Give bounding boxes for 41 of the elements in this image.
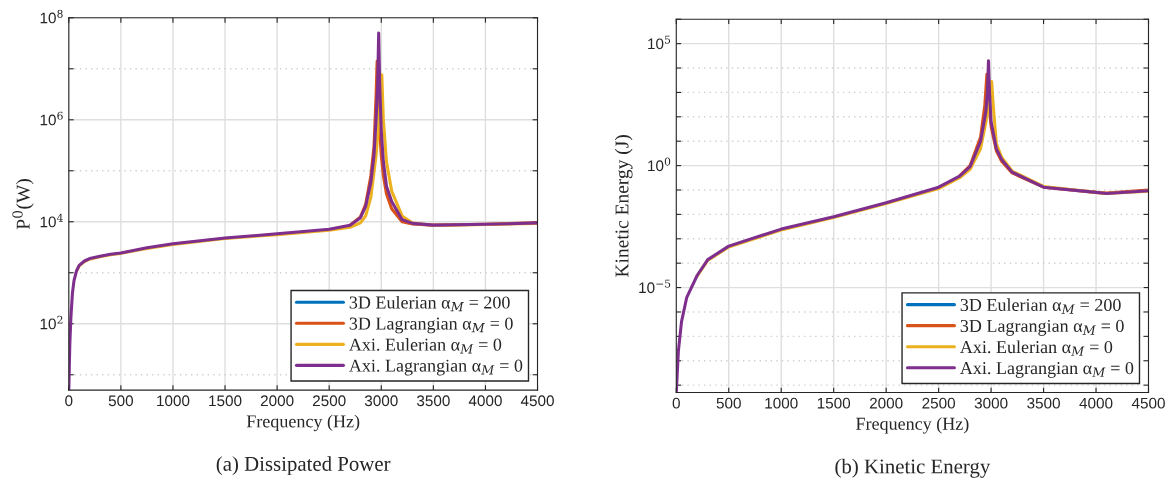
y-tick-label: 10$^{0}$ [648,157,671,172]
x-tick-label: 3500 [416,395,450,407]
x-tick-label: 500 [108,395,134,407]
y-tick-label: 10$^{2}$ [40,315,63,330]
x-tick-label: 1500 [209,395,242,407]
legend-label: Axi. Eulerian α$_{M}$ = 0 [349,338,502,354]
x-tick-label: 500 [716,397,741,409]
y-tick-label: 10$^{6}$ [40,111,63,126]
x-tick-label: 0 [65,395,73,407]
x-tick-label: 2500 [922,397,956,409]
y-tick-label: 10$^{−5}$ [639,279,671,294]
legend-label: Axi. Lagrangian α$_{M}$ = 0 [960,361,1134,378]
x-tick-label: 3000 [364,395,398,407]
x-tick-label: 2500 [312,395,346,407]
x-tick-label: 4000 [1079,397,1113,409]
x-tick-label: 0 [672,397,680,409]
x-tick-label: 2000 [869,397,903,409]
y-tick-label: 10$^{8}$ [40,9,63,24]
x-axis-title: Frequency (Hz) [246,414,360,432]
text: (a) Dissipated Power [216,456,391,476]
y-tick-label: 10$^{4}$ [40,213,63,228]
x-tick-label: 4000 [468,395,502,407]
x-tick-label: 2000 [260,395,294,407]
x-tick-label: 4500 [520,395,554,407]
x-tick-label: 3500 [1027,397,1060,409]
x-axis-title: Frequency (Hz) [856,417,969,434]
y-axis-title: Kinetic Energy (J) [614,135,633,277]
legend-label: 3D Lagrangian α$_{M}$ = 0 [349,317,513,334]
x-tick-label: 3000 [974,397,1008,409]
x-tick-label: 4500 [1131,397,1165,409]
text: (b) Kinetic Energy [835,458,991,478]
y-axis-title: P$^{0}$(W) [12,179,34,230]
x-tick-label: 1000 [765,397,798,409]
legend-label: 3D Lagrangian α$_{M}$ = 0 [960,319,1124,336]
legend-label: 3D Eulerian α$_{M}$ = 200 [349,295,510,312]
x-tick-label: 1500 [817,397,851,409]
x-tick-label: 1000 [157,395,190,407]
legend-label: Axi. Lagrangian α$_{M}$ = 0 [349,359,523,376]
legend-label: 3D Eulerian α$_{M}$ = 200 [960,298,1121,314]
legend-label: Axi. Eulerian α$_{M}$ = 0 [960,340,1113,356]
y-tick-label: 10$^{5}$ [648,35,671,50]
